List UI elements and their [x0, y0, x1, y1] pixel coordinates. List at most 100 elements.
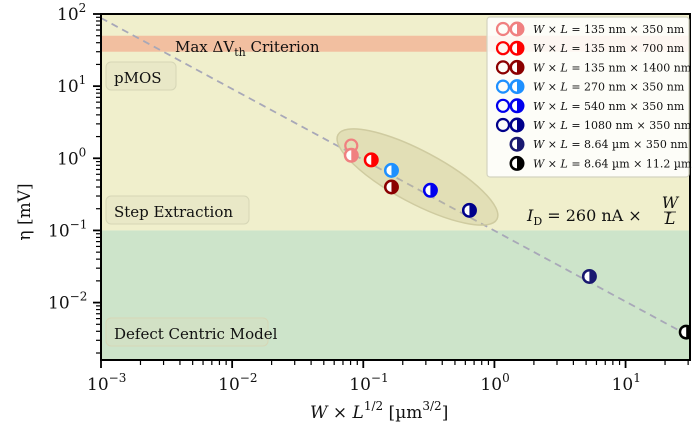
data-point-5-0-half	[464, 205, 470, 216]
legend-w: W	[533, 138, 546, 151]
legend-dims: = 8.64 µm × 350 nm	[568, 138, 689, 151]
data-point-4-0	[422, 182, 438, 198]
legend-times: ×	[544, 81, 560, 94]
y-tick-label: 102	[57, 1, 86, 25]
x-tick-exp: 1	[633, 371, 641, 385]
legend-dims: = 135 nm × 700 nm	[568, 42, 685, 55]
legend-label: W × L = 270 nm × 350 nm	[533, 81, 685, 94]
region-label-max-dvth: Max ΔVth Criterion	[175, 38, 320, 59]
legend-marker-open	[495, 60, 511, 75]
legend-marker-half	[509, 98, 525, 114]
legend-l: L	[560, 23, 568, 36]
legend-l: L	[560, 81, 568, 94]
legend-marker-half-half	[512, 158, 517, 169]
legend-marker-half-half	[512, 100, 517, 111]
annot-sub: D	[533, 215, 542, 228]
region-label-step-extraction-box	[105, 195, 250, 225]
annot-i: I	[526, 206, 534, 225]
legend-dims: = 135 nm × 1400 nm	[568, 61, 692, 74]
annot-frac-num: W	[662, 193, 680, 212]
y-tick-label: 10−2	[48, 290, 87, 314]
region-label-step-extraction: Step Extraction	[114, 203, 233, 221]
data-point-2-0-half	[386, 182, 392, 192]
data-point-6-0-half	[584, 271, 590, 282]
legend-entry: W × L = 270 nm × 350 nm	[495, 79, 685, 95]
legend-marker-half	[509, 40, 525, 56]
legend-box	[486, 16, 690, 178]
legend-label: W × L = 8.64 µm × 11.2 µm	[533, 157, 692, 170]
data-point-3-0	[383, 162, 399, 178]
x-tick-exp: −1	[371, 371, 389, 385]
legend-marker-half-half	[512, 139, 517, 150]
data-point-5-0	[461, 202, 477, 218]
legend-l: L	[560, 157, 568, 170]
legend-l: L	[560, 42, 568, 55]
legend-l: L	[560, 119, 568, 132]
legend-label: W × L = 1080 nm × 350 nm	[533, 119, 692, 132]
legend-marker-half-half	[512, 62, 517, 73]
legend-w: W	[533, 157, 546, 170]
legend-times: ×	[544, 138, 560, 151]
legend-entry: W × L = 1080 nm × 350 nm	[495, 117, 692, 133]
legend-label: W × L = 135 nm × 1400 nm	[533, 61, 692, 74]
xlabel-close: ]	[442, 403, 449, 423]
data-point-3-0-half	[386, 165, 392, 176]
x-tick-label: 10−3	[87, 371, 126, 395]
x-tick-exp: −2	[240, 371, 258, 385]
x-tick-base: 10	[87, 375, 109, 395]
max-dvth-sub: th	[234, 46, 246, 59]
data-point-4-0-half	[425, 185, 431, 196]
legend-times: ×	[544, 119, 560, 132]
legend-dims: = 8.64 µm × 11.2 µm	[568, 157, 692, 170]
region-label-defect-centric-box	[105, 317, 269, 347]
legend-w: W	[533, 61, 546, 74]
y-tick-label: 10−1	[48, 217, 87, 241]
legend-marker-half	[509, 79, 525, 95]
legend-label: W × L = 540 nm × 350 nm	[533, 100, 685, 113]
y-tick-base: 10	[57, 149, 79, 169]
max-dvth-main: Max ΔV	[175, 38, 235, 56]
x-tick-label: 100	[480, 371, 509, 395]
legend-dims: = 135 nm × 350 nm	[568, 23, 685, 36]
legend-entry: W × L = 135 nm × 700 nm	[495, 40, 685, 56]
legend-marker-open	[495, 21, 511, 37]
x-tick-label: 101	[612, 371, 641, 395]
legend-entry: W × L = 135 nm × 1400 nm	[495, 59, 692, 75]
x-tick-label: 10−2	[218, 371, 257, 395]
region-defect-centric	[101, 230, 690, 360]
legend-label: W × L = 135 nm × 350 nm	[533, 23, 685, 36]
cluster-highlight-ellipse	[336, 128, 499, 226]
legend-times: ×	[544, 157, 560, 170]
legend-marker-open	[495, 41, 511, 56]
device-label-pmos-box	[105, 61, 177, 91]
legend-times: ×	[544, 100, 560, 113]
legend-w: W	[533, 42, 546, 55]
xlabel-l: L	[352, 403, 364, 423]
legend-marker-open	[495, 117, 511, 133]
y-tick-exp: 1	[79, 73, 87, 87]
legend-entry: W × L = 540 nm × 350 nm	[495, 98, 685, 114]
current-annotation: ID = 260 nA ×	[526, 206, 642, 228]
y-tick-label: 100	[57, 145, 86, 169]
legend-marker-half	[509, 136, 525, 152]
legend-dims: = 270 nm × 350 nm	[568, 81, 685, 94]
legend-marker-open	[495, 98, 511, 113]
legend-marker-half	[509, 21, 525, 37]
region-label-defect-centric: Defect Centric Model	[114, 325, 278, 343]
xlabel-w: W	[310, 403, 329, 423]
x-tick-label: 10−1	[349, 371, 388, 395]
y-tick-exp: 0	[79, 145, 87, 159]
y-tick-exp: −2	[70, 290, 88, 304]
legend-entry: W × L = 8.64 µm × 350 nm	[509, 136, 689, 152]
data-point-0-1-half	[346, 150, 352, 161]
data-point-6-0	[581, 268, 597, 284]
x-tick-base: 10	[612, 375, 634, 395]
y-tick-label: 101	[57, 73, 86, 97]
xlabel-unit: [µm	[383, 403, 422, 423]
data-point-0-1	[343, 147, 359, 163]
data-point-7-0-half	[681, 327, 687, 338]
y-tick-exp: −1	[70, 217, 88, 231]
y-tick-base: 10	[57, 5, 79, 25]
legend-l: L	[560, 100, 568, 113]
